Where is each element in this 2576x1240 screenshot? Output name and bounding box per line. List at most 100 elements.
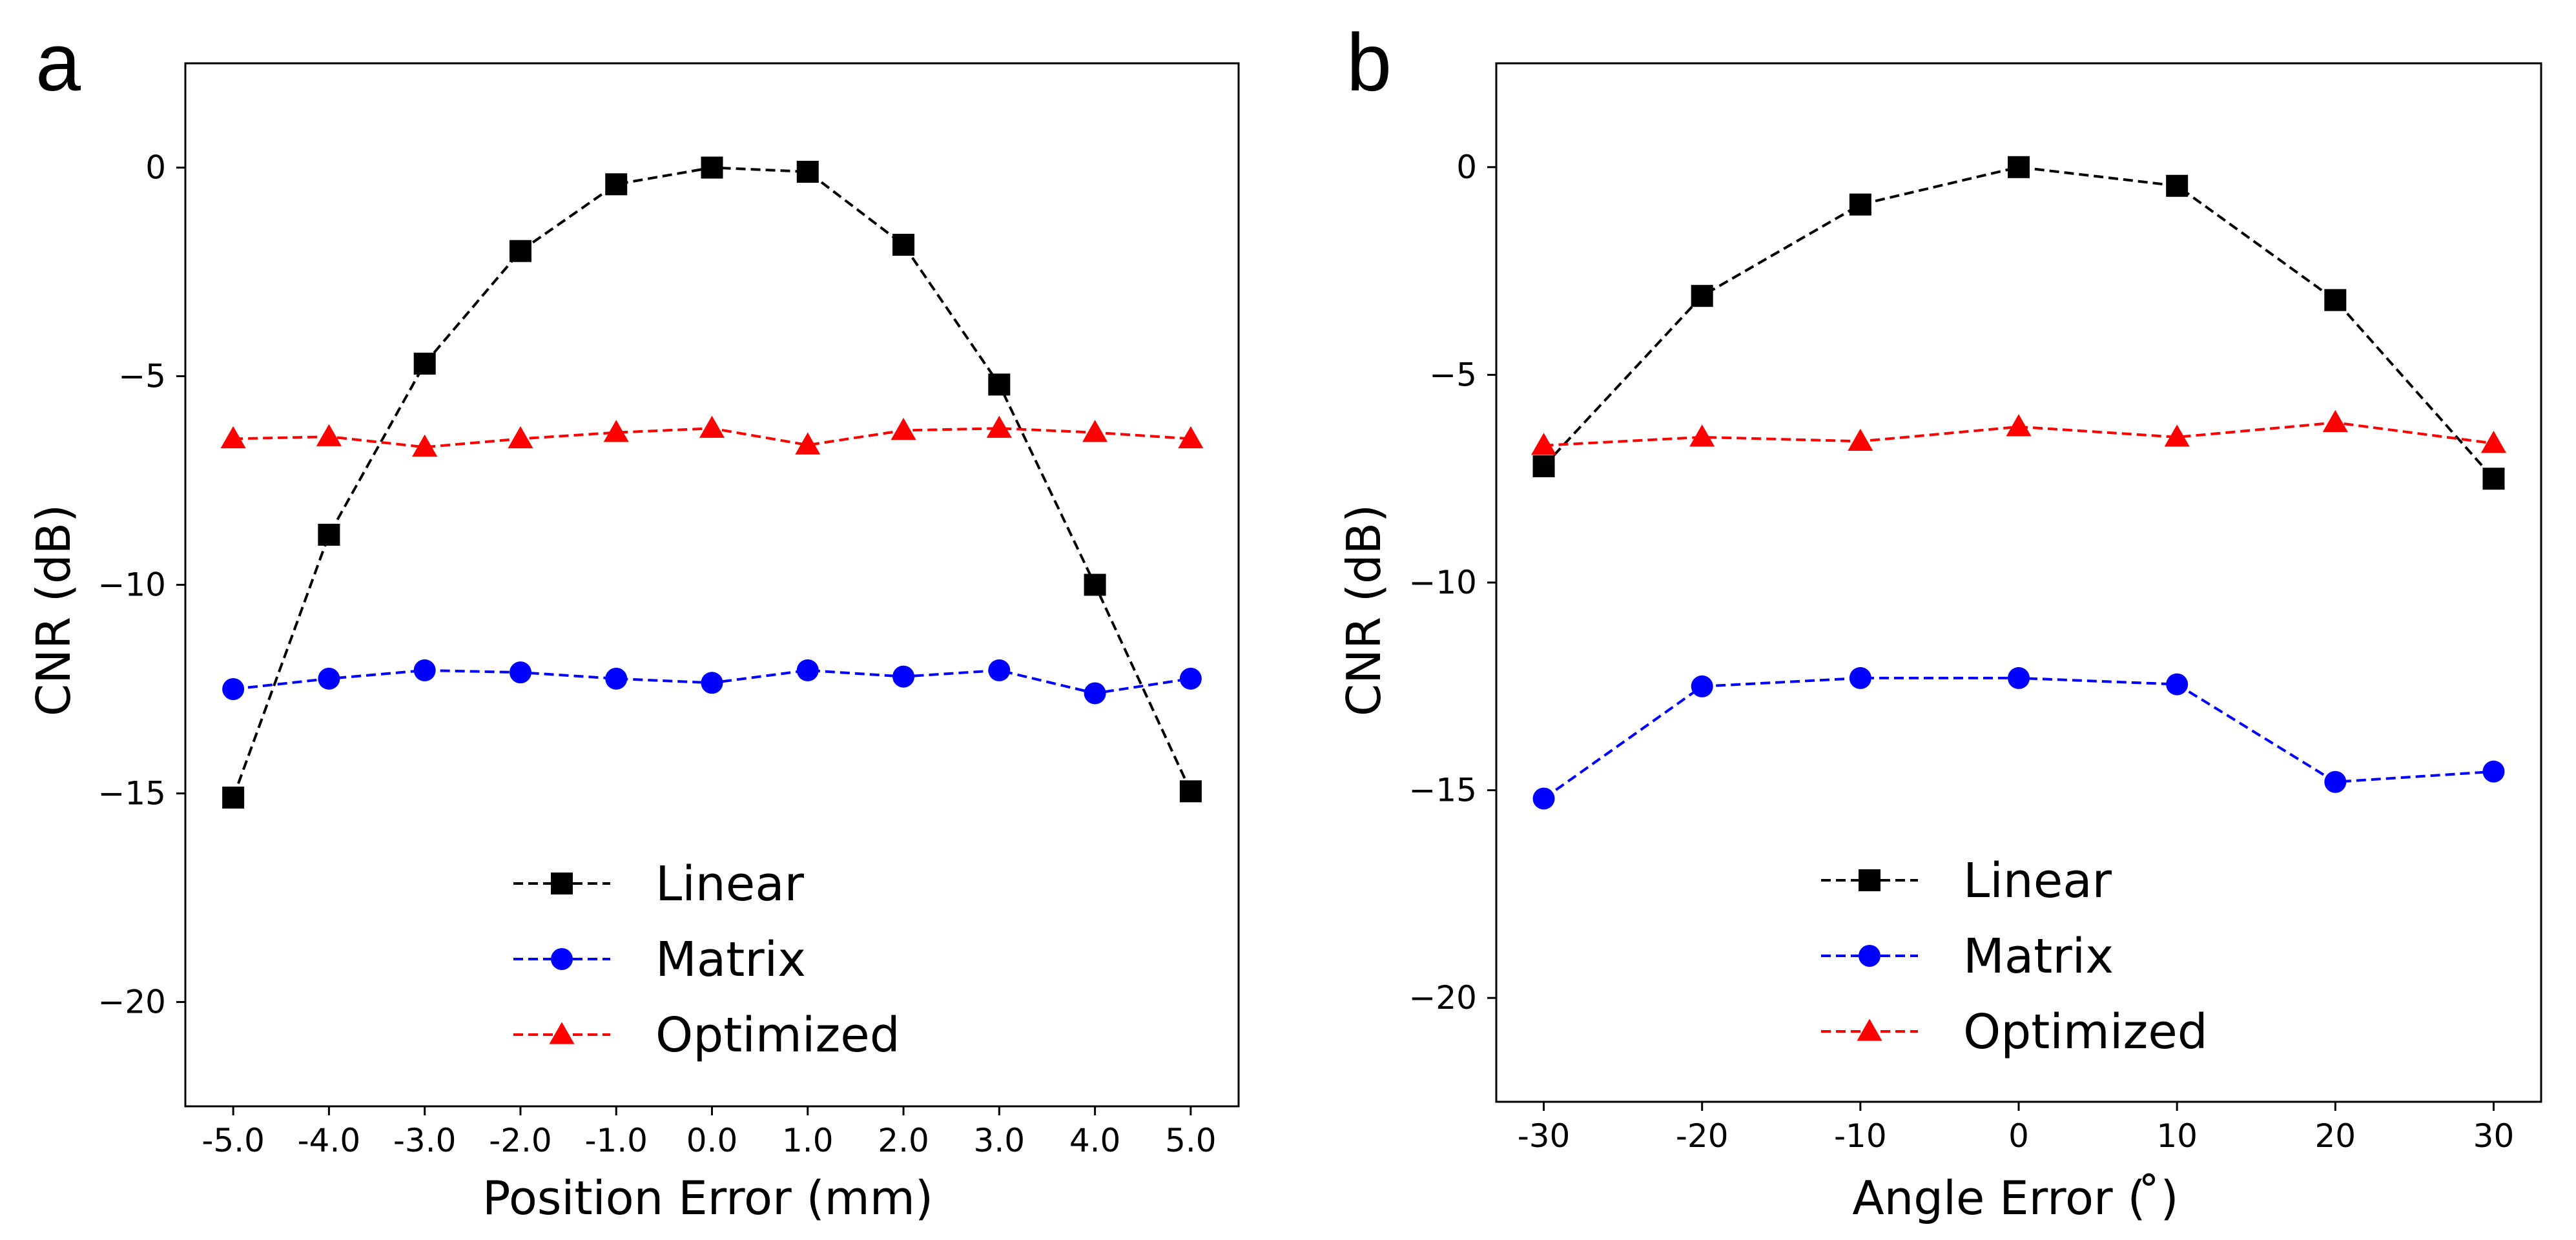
panel-a-ytick-label: −10 [98,566,166,604]
panel-a-series-matrix-point [701,672,723,694]
panel-b-plot: 0 −5 −10 −15 −20 -30 -20 -10 0 10 20 30 Linear Matrix… [1408,62,2542,1155]
panel-b-xtick-label: 10 [2156,1117,2198,1155]
panel-b-ytick-label: −20 [1408,979,1477,1017]
panel-b-series-matrix-point [1849,666,1871,689]
panel-a-label: a [36,17,81,108]
panel-b-legend-label: Linear [1963,853,2112,909]
panel-a-series-linear-point [892,234,915,256]
panel-a-legend-marker [551,948,573,970]
panel-b-legend-marker [1857,1018,1882,1041]
panel-b-ytick-label: −15 [1408,772,1477,809]
panel-a-xtick-label: 4.0 [1069,1122,1121,1159]
panel-b-legend-label: Optimized [1963,1004,2208,1060]
panel-b-xtick-label: -30 [1518,1117,1571,1155]
panel-b-xtick-label: -20 [1676,1117,1729,1155]
panel-a: a 0 −5 −10 −15 −20 -5.0 -4.0 -3.0 -2.0 -1.0 0.0 1.0… [26,17,1240,1225]
panel-b-ytick-label: 0 [1456,149,1477,186]
panel-b-legend-item: Matrix [1821,929,2114,984]
panel-a-series-optimized-point [508,426,533,449]
panel-a-series-linear-point [605,173,628,196]
panel-a-series-linear-point [509,240,531,262]
panel-b-label: b [1346,17,1392,108]
panel-b-series-optimized-point [2322,409,2348,433]
panel-a-series-optimized-point [986,415,1012,438]
panel-a-series-matrix-point [796,659,819,681]
panel-a-series-optimized-point [699,415,725,438]
panel-a-plot: 0 −5 −10 −15 −20 -5.0 -4.0 -3.0 -2.0 -1.0 0.0 1.0 2.… [98,62,1240,1159]
panel-b-series-matrix-point [2008,666,2030,689]
panel-a-series-matrix-point [892,665,915,688]
panel-a-xtick-label: 2.0 [878,1122,929,1159]
panel-b-series-matrix-point [2166,673,2189,696]
panel-a-xtick-label: -5.0 [201,1122,265,1159]
panel-b-xtick-label: 20 [2314,1117,2356,1155]
panel-b-series-optimized-point [1848,428,1873,451]
panel-b-legend-label: Matrix [1963,929,2114,984]
panel-a-ytick-label: −5 [118,358,166,395]
panel-b-series-linear-point [1849,193,1871,216]
panel-a-series-linear-point [222,786,245,809]
panel-a-xtick-label: 3.0 [974,1122,1025,1159]
panel-a-series-optimized-point [1082,420,1108,442]
panel-a-series-linear-point [413,353,436,375]
panel-b-legend: Linear Matrix Optimized [1821,853,2208,1060]
panel-b-xtick-label: 0 [2008,1117,2029,1155]
panel-b-series-optimized-point [2006,414,2032,437]
panel-a-legend-item: Linear [513,856,805,912]
panel-a-series-optimized-point [412,434,438,457]
panel-b-series-optimized-point [2480,430,2507,453]
panel-a-series-matrix-point [1179,667,1202,690]
panel-a-legend-marker [549,1022,575,1044]
panel-a-series-matrix-point [318,667,340,690]
panel-a-series-matrix-point [413,659,436,681]
panel-a-series-matrix-point [509,661,531,684]
panel-a-series-linear-point [701,156,723,179]
panel-b-xlabel: Angle Error ( ̊) [1852,1171,2178,1225]
panel-b-series-matrix-point [1532,787,1555,810]
panel-a-series-optimized-point [316,424,342,446]
panel-a-series-optimized-point [891,417,916,440]
panel-a-series-linear-point [318,523,340,546]
panel-b-series-optimized [1530,409,2507,455]
panel-a-series-linear-point [796,160,819,183]
panel-a-series-matrix-point [605,667,628,690]
panel-b-series-matrix-point [2324,770,2347,793]
panel-b-series-linear-point [2324,289,2347,311]
panel-a-series-linear-point [1179,780,1202,803]
panel-b-ytick-label: −5 [1429,356,1477,393]
panel-a-xlabel: Position Error (mm) [482,1171,933,1225]
panel-a-xtick-label: 5.0 [1165,1122,1217,1159]
panel-a-legend-item: Matrix [513,932,806,987]
panel-b-series-matrix [1532,666,2505,810]
panel-a-ytick-label: 0 [145,149,166,187]
panel-b-series-optimized-point [1530,433,1557,455]
panel-a-series-optimized [220,415,1204,457]
panel-a-series-matrix [222,659,1202,705]
panel-a-series-linear-point [988,373,1011,396]
panel-a-series-optimized-point [1178,426,1204,449]
panel-a-xtick-label: 0.0 [686,1122,738,1159]
panel-b-series-linear-point [2166,174,2189,197]
panel-a-series-optimized-point [603,420,629,442]
panel-a-series-matrix-point [222,678,245,700]
panel-a-xtick-label: -3.0 [393,1122,457,1159]
panel-a-series-optimized-point [795,432,821,455]
panel-b-series-linear-point [1691,285,1713,307]
panel-b-series-linear [1532,156,2505,490]
panel-b-series-matrix-line [1543,676,2494,800]
panel-b-xtick-label: -10 [1834,1117,1887,1155]
panel-a-legend-marker [551,873,573,894]
panel-b-legend-item: Linear [1821,853,2112,909]
panel-b-series-optimized-point [1689,424,1715,447]
panel-a-series-matrix-point [1084,682,1106,705]
panel-b-ytick-label: −10 [1408,564,1477,601]
panel-b-series-optimized-point [2164,424,2190,447]
panel-a-xtick-label: -4.0 [298,1122,361,1159]
panel-b-series-matrix-point [1691,675,1713,698]
panel-b-legend-item: Optimized [1821,1004,2208,1060]
panel-a-legend: Linear Matrix Optimized [513,856,900,1063]
panel-a-series-optimized-point [220,426,246,449]
panel-b-legend-marker [1859,945,1880,967]
panel-a-series-linear [222,156,1202,809]
